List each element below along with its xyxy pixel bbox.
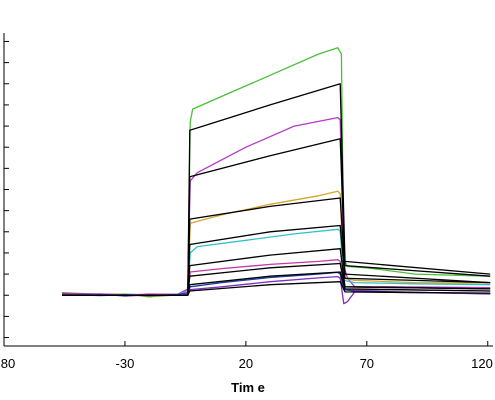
x-axis-title: Tim e	[231, 380, 265, 395]
sensorgram-curve-11	[61, 228, 491, 297]
x-tick-label-2: 20	[239, 356, 253, 371]
x-tick-label-1: -30	[116, 356, 135, 371]
fit-curve-7	[62, 224, 491, 296]
x-axis-tick-labels: 80 -30 20 70 120	[1, 356, 493, 371]
x-tick-label-0: 80	[1, 356, 15, 371]
y-axis-ticks	[4, 40, 9, 339]
fit-curve-2	[62, 138, 491, 296]
series-layer	[61, 47, 491, 305]
x-tick-label-3: 70	[360, 356, 374, 371]
sensorgram-curve-8	[61, 47, 491, 298]
x-axis-ticks	[3, 341, 489, 346]
x-tick-label-4: 120	[471, 356, 493, 371]
